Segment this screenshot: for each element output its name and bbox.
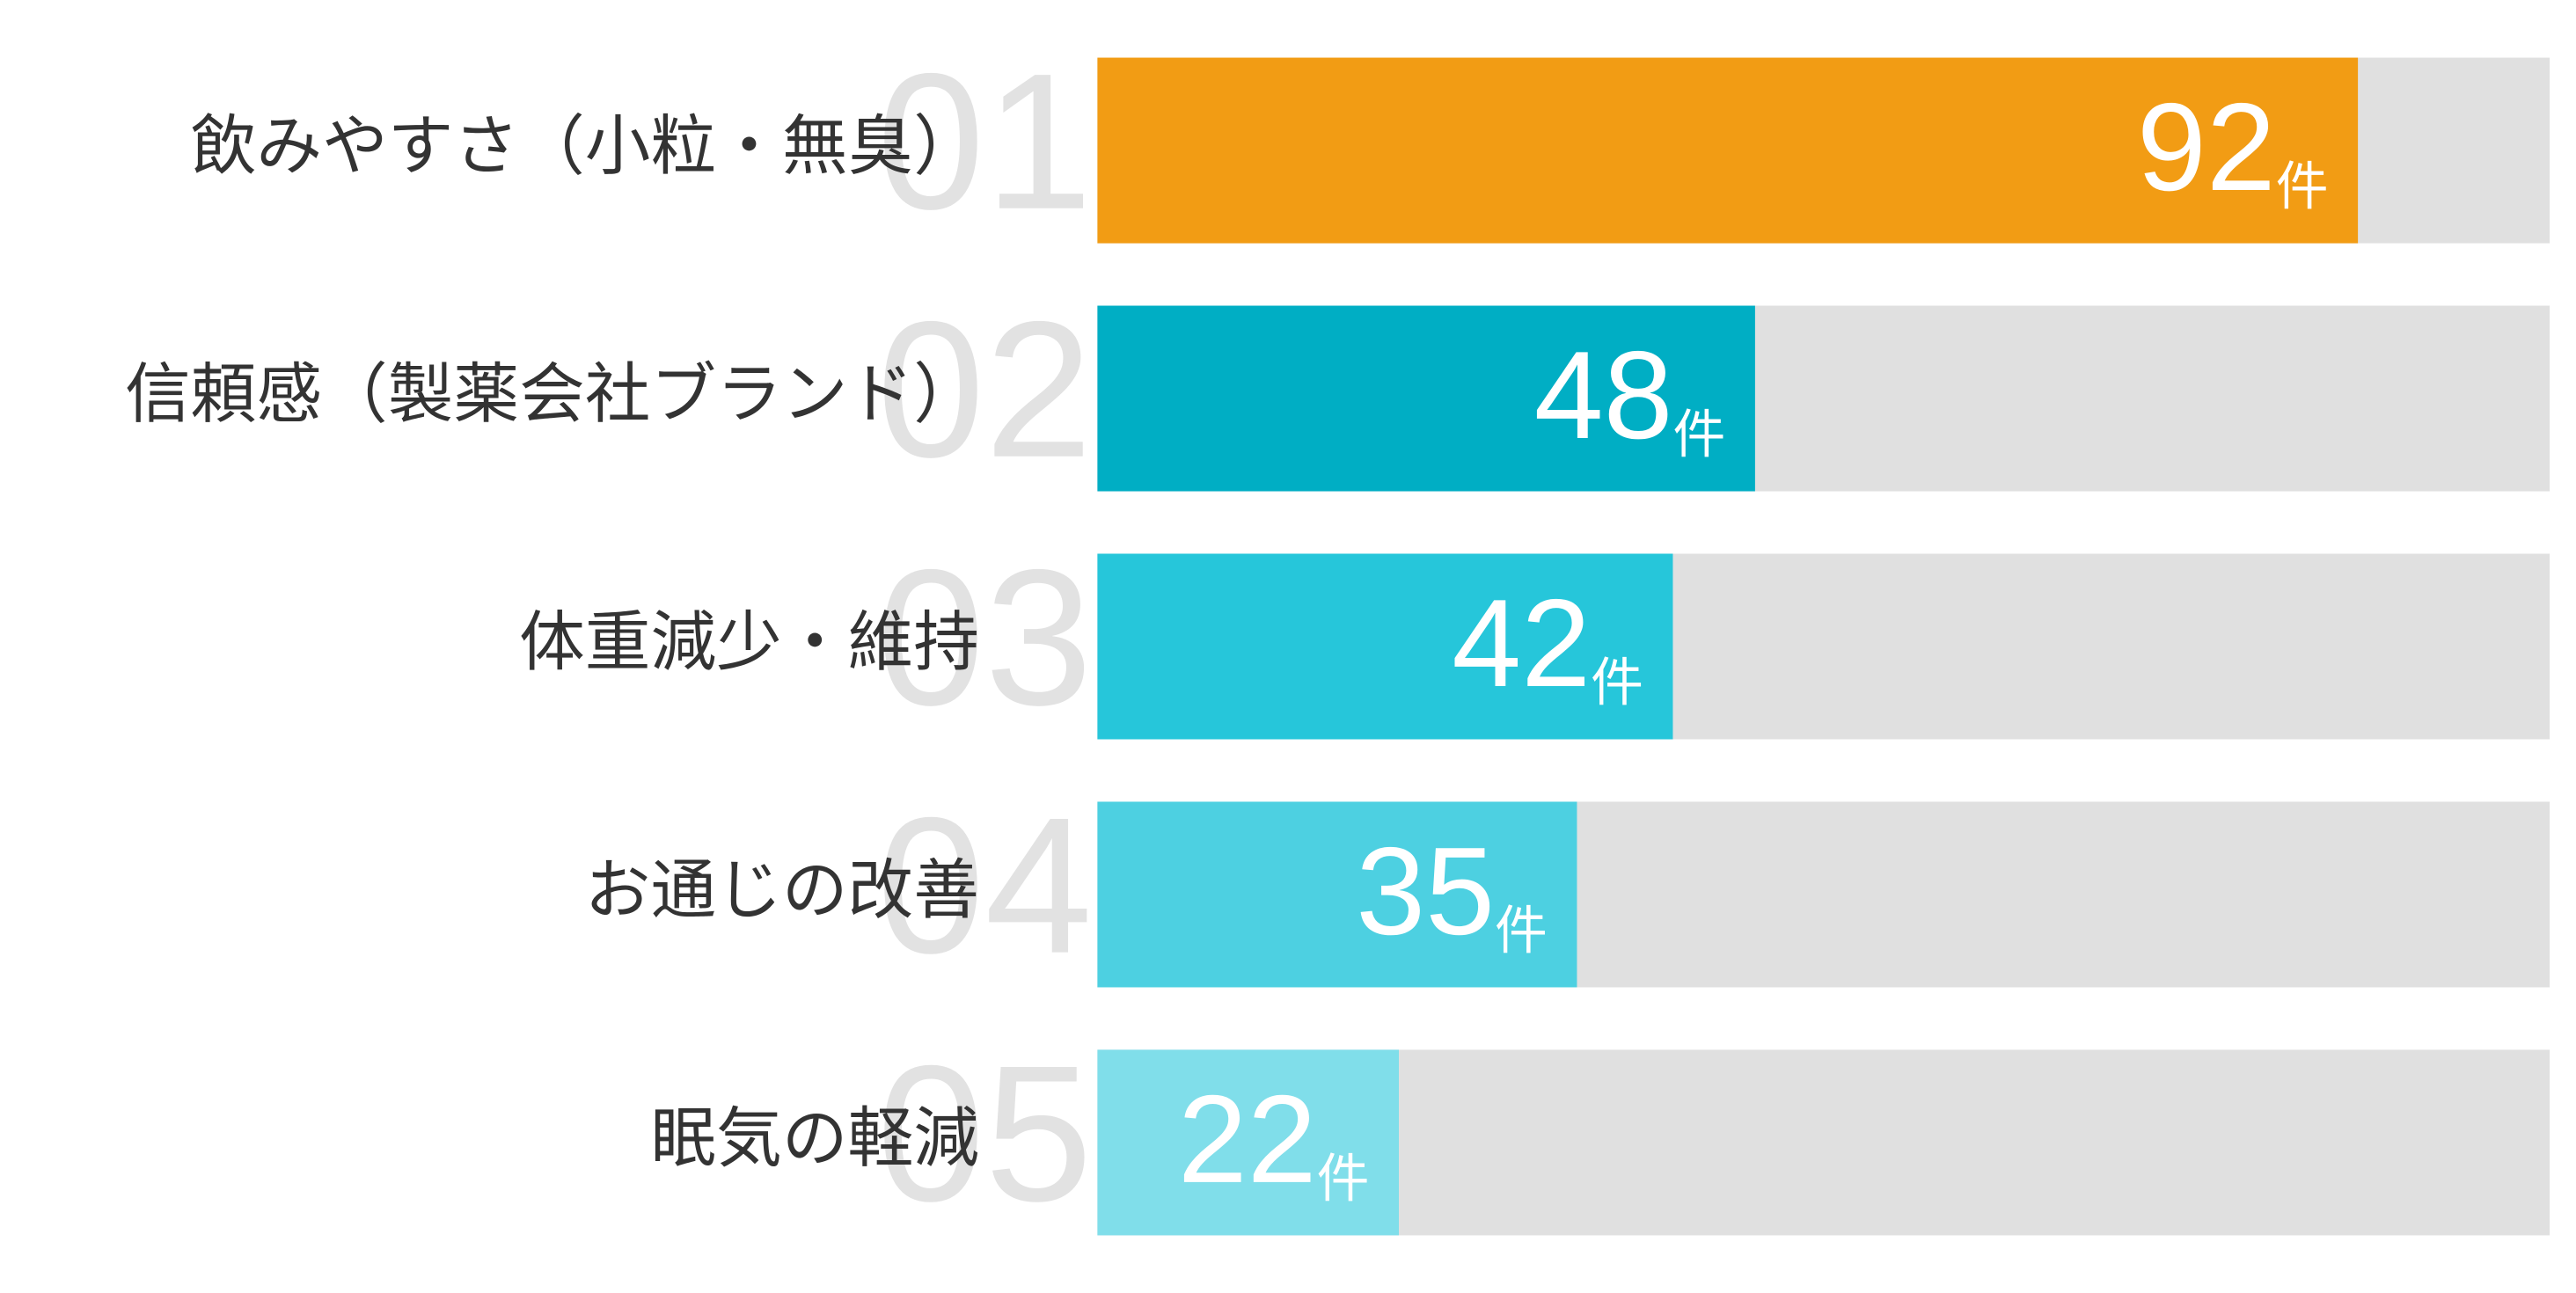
value-label: 42 (1452, 574, 1591, 713)
bar (1097, 57, 2359, 244)
value-label: 35 (1356, 822, 1495, 961)
value-label: 22 (1178, 1070, 1317, 1209)
value-unit: 件 (1673, 405, 1726, 465)
category-label: 眠気の軽減 (651, 1099, 979, 1176)
category-label: 体重減少・維持 (519, 604, 979, 681)
bar (1097, 801, 1577, 988)
value-label: 92 (2137, 78, 2276, 217)
value-unit: 件 (2276, 157, 2329, 217)
value-label: 48 (1534, 326, 1673, 465)
category-label: 飲みやすさ（小粒・無臭） (191, 108, 979, 185)
value-unit: 件 (1591, 653, 1643, 713)
rank-number: 03 (877, 530, 1093, 746)
bar (1097, 553, 1673, 740)
bar (1097, 1049, 1399, 1236)
rank-number: 04 (877, 778, 1093, 994)
bar (1097, 305, 1755, 492)
value-unit: 件 (1317, 1149, 1370, 1209)
category-label: 信頼感（製薬会社ブランド） (125, 356, 979, 433)
value-unit: 件 (1495, 901, 1548, 961)
rank-number: 01 (877, 33, 1093, 250)
category-label: お通じの改善 (585, 851, 979, 928)
rank-number: 02 (877, 281, 1093, 498)
rank-number: 05 (877, 1026, 1093, 1242)
